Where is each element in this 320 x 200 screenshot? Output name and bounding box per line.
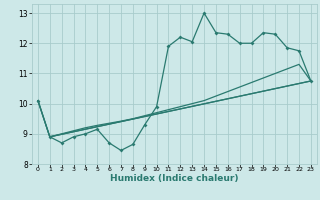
X-axis label: Humidex (Indice chaleur): Humidex (Indice chaleur)	[110, 174, 239, 183]
